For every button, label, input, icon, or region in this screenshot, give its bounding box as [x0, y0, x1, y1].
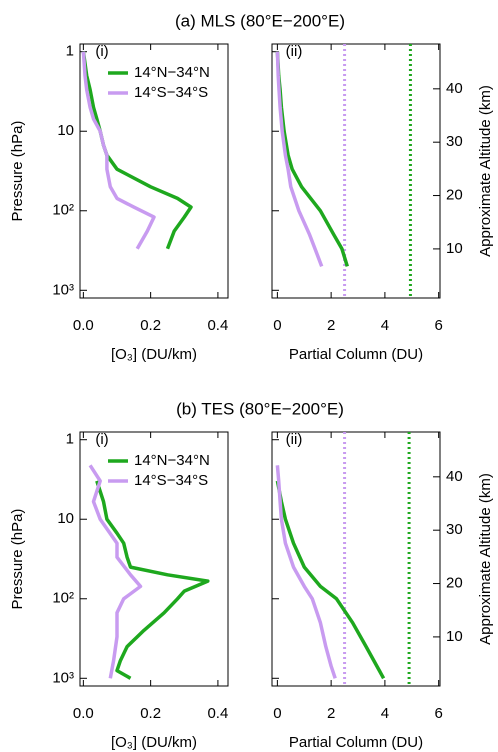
y-tick-label: 10² [52, 202, 74, 219]
profile-line [88, 464, 143, 679]
y2-tick-label: 10 [446, 628, 463, 645]
y2-axis-label: Approximate Altitude (km) [477, 85, 494, 257]
profile-line [81, 51, 156, 250]
x-tick-label: 4 [381, 317, 389, 334]
panel-label: (i) [95, 431, 108, 448]
legend-label: 14°S−34°S [134, 472, 208, 489]
y-axis-label: Pressure (hPa) [9, 509, 26, 610]
y-tick-label: 10² [52, 590, 74, 607]
x-tick-label: 0.0 [73, 705, 94, 722]
legend-label: 14°N−34°N [134, 64, 210, 81]
y2-tick-label: 30 [446, 521, 463, 538]
y2-tick-label: 20 [446, 575, 463, 592]
x-tick-label: 0.2 [140, 705, 161, 722]
panel-label: (i) [95, 43, 108, 60]
x-axis-label: [O₃] (DU/km) [111, 734, 197, 751]
x-tick-label: 0 [273, 705, 281, 722]
x-tick-label: 4 [381, 705, 389, 722]
profile-line [275, 51, 324, 268]
x-tick-label: 6 [434, 705, 442, 722]
y2-tick-label: 40 [446, 80, 463, 97]
panel-label: (ii) [286, 43, 303, 60]
chart-title: (b) TES (80°E−200°E) [176, 399, 344, 418]
x-tick-label: 0.4 [207, 705, 228, 722]
y2-tick-label: 30 [446, 133, 463, 150]
y-tick-label: 10³ [52, 669, 74, 686]
y-tick-label: 10³ [52, 281, 74, 298]
chart-title: (a) MLS (80°E−200°E) [175, 11, 345, 30]
x-axis-label: [O₃] (DU/km) [111, 346, 197, 363]
plot-frame [271, 43, 441, 299]
y2-tick-label: 20 [446, 187, 463, 204]
profile-line [275, 465, 337, 679]
y-tick-label: 1 [66, 43, 74, 60]
y2-axis-label: Approximate Altitude (km) [477, 473, 494, 645]
profile-line [275, 480, 386, 680]
y-tick-label: 10 [57, 510, 74, 527]
plot-frame [79, 43, 229, 299]
plot-frame [271, 431, 441, 687]
x-tick-label: 0.2 [140, 317, 161, 334]
profile-line [81, 51, 193, 250]
y2-tick-label: 10 [446, 240, 463, 257]
plot-frame [79, 431, 229, 687]
legend-label: 14°N−34°N [134, 452, 210, 469]
x-tick-label: 0.0 [73, 317, 94, 334]
panel-label: (ii) [286, 431, 303, 448]
y-axis-label: Pressure (hPa) [9, 121, 26, 222]
x-tick-label: 0.4 [207, 317, 228, 334]
profile-line [95, 480, 210, 680]
y-tick-label: 10 [57, 122, 74, 139]
x-axis-label: Partial Column (DU) [289, 346, 423, 363]
x-tick-label: 0 [273, 317, 281, 334]
legend-label: 14°S−34°S [134, 84, 208, 101]
y2-tick-label: 40 [446, 468, 463, 485]
x-tick-label: 2 [327, 317, 335, 334]
x-tick-label: 6 [434, 317, 442, 334]
x-axis-label: Partial Column (DU) [289, 734, 423, 751]
y-tick-label: 1 [66, 431, 74, 448]
x-tick-label: 2 [327, 705, 335, 722]
